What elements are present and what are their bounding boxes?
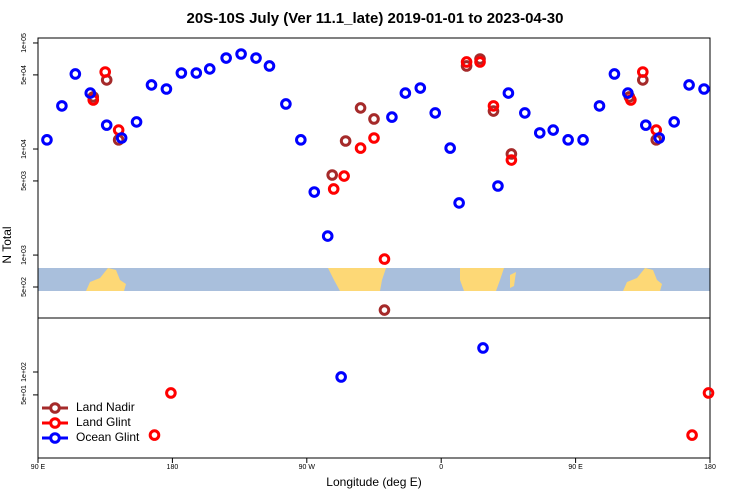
data-point	[130, 116, 143, 128]
data-point	[386, 111, 398, 123]
data-point	[280, 98, 292, 110]
data-point	[100, 119, 113, 131]
data-point	[308, 186, 321, 198]
data-point	[321, 230, 334, 242]
x-tick-label: 180	[704, 464, 716, 471]
data-point	[354, 142, 367, 154]
data-point	[69, 68, 82, 80]
data-point	[639, 119, 652, 131]
data-point	[354, 102, 367, 114]
data-point	[429, 107, 442, 119]
data-point	[453, 197, 465, 209]
data-point	[492, 180, 504, 192]
data-point	[698, 83, 710, 95]
y-axis-label: N Total	[0, 226, 14, 263]
data-point	[637, 66, 649, 78]
x-tick-label: 90 E	[31, 464, 46, 471]
y-tick-label: 5e+02	[21, 277, 28, 297]
data-point	[203, 63, 216, 75]
data-point	[487, 105, 500, 117]
data-point	[399, 87, 412, 99]
data-point	[145, 79, 158, 91]
data-point	[160, 83, 173, 95]
x-tick-label: 90 E	[568, 464, 583, 471]
data-point	[56, 100, 68, 112]
data-point	[148, 429, 161, 441]
legend-label: Land Nadir	[76, 400, 135, 414]
data-point	[577, 134, 589, 146]
data-point	[41, 134, 53, 146]
x-tick-label: 180	[167, 464, 179, 471]
data-point	[547, 124, 560, 136]
data-point	[519, 107, 531, 119]
y-tick-label: 5e+01	[21, 385, 28, 405]
data-point	[444, 142, 456, 154]
data-point	[175, 67, 188, 79]
data-point	[326, 169, 338, 181]
data-point	[335, 371, 347, 383]
data-point	[474, 56, 486, 68]
data-point	[378, 304, 391, 316]
x-tick-label: 0	[439, 464, 443, 471]
data-point	[165, 387, 177, 399]
legend-label: Land Glint	[76, 415, 131, 429]
data-point	[502, 87, 515, 99]
data-point	[593, 100, 606, 112]
data-point	[295, 134, 307, 146]
y-tick-label: 1e+02	[21, 362, 28, 382]
legend-marker	[49, 402, 61, 414]
chart-title: 20S-10S July (Ver 11.1_late) 2019-01-01 …	[187, 10, 564, 27]
y-tick-label: 1e+03	[21, 245, 28, 265]
data-point	[220, 52, 232, 64]
data-point	[339, 135, 352, 147]
data-point	[327, 183, 340, 195]
data-point	[99, 66, 111, 78]
data-point	[235, 48, 247, 60]
data-point	[487, 100, 500, 112]
map-strip	[38, 268, 710, 291]
data-point	[653, 132, 666, 144]
legend-label: Ocean Glint	[76, 430, 140, 444]
data-point	[338, 170, 350, 182]
data-point	[505, 154, 518, 166]
data-point	[668, 116, 680, 128]
data-point	[622, 87, 634, 99]
x-tick-label: 90 W	[299, 464, 316, 471]
data-point	[505, 148, 518, 160]
y-tick-label: 1e+04	[21, 139, 28, 159]
data-point	[477, 342, 489, 354]
data-point	[263, 60, 276, 72]
y-tick-label: 5e+04	[21, 65, 28, 85]
data-point	[368, 132, 380, 144]
data-point	[608, 68, 621, 80]
x-axis-label: Longitude (deg E)	[326, 475, 421, 489]
data-point	[378, 253, 391, 265]
data-point	[190, 67, 203, 79]
data-point	[562, 134, 574, 146]
data-point	[414, 82, 427, 94]
y-tick-label: 1e+05	[21, 33, 28, 53]
legend-marker	[49, 417, 61, 429]
data-point	[686, 429, 698, 441]
y-tick-label: 5e+03	[21, 171, 28, 191]
data-point	[702, 387, 715, 399]
data-point	[460, 56, 473, 68]
data-point	[460, 60, 473, 72]
legend-marker	[49, 432, 61, 444]
data-point	[115, 132, 128, 144]
data-point	[250, 52, 262, 64]
data-point	[683, 79, 695, 91]
data-point	[84, 87, 97, 99]
data-point	[533, 127, 546, 139]
data-point	[368, 113, 380, 125]
